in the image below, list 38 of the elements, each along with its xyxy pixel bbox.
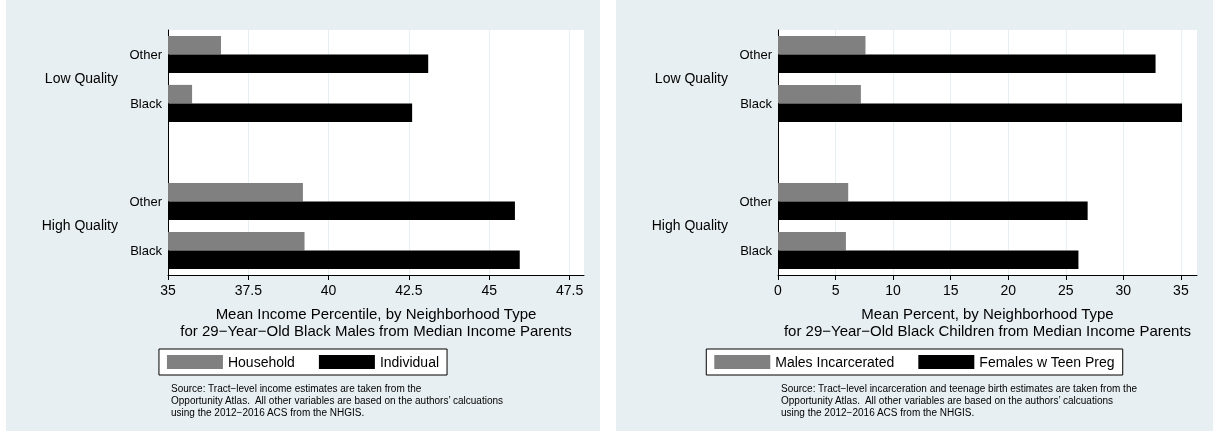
x-tick-label: 30 <box>1115 282 1132 298</box>
y-tick-label: Other <box>129 194 163 209</box>
x-tick-label: 35 <box>160 282 176 298</box>
x-tick-label: 5 <box>831 282 840 298</box>
y-tick-label: Black <box>740 96 773 111</box>
legend-label: Household <box>227 354 295 370</box>
x-tick-label: 40 <box>320 282 337 298</box>
bar <box>778 231 846 251</box>
bar <box>778 84 861 104</box>
x-tick-label: 15 <box>942 282 959 298</box>
y-tick-label: Black <box>740 243 773 258</box>
y-tick-label: Black <box>130 243 163 258</box>
text: Low Quality <box>654 70 729 86</box>
y-tick-label: Other <box>129 47 163 62</box>
x-axis-title: Mean Income Percentile, by Neighborhood Type for 29−Year−Old Black Males from Median Income Parents <box>180 305 572 339</box>
x-axis-title: Mean Percent, by Neighborhood Type for 29−Year−Old Black Children from Median Income Parents <box>783 305 1192 339</box>
text: Low Quality <box>44 70 119 86</box>
bar <box>778 35 866 55</box>
text: High Quality <box>651 217 729 233</box>
y-tick-label: Other <box>739 194 773 209</box>
x-tick-label: 0 <box>774 282 783 298</box>
x-tick-label: 20 <box>1000 282 1017 298</box>
x-tick-label: 47.5 <box>555 282 584 298</box>
source-note: Source: Tract−level income estimates are taken from the Opportunity Atlas. All other variables are based on the authors’ calcuations using the 2012−2016 ACS from the NHGIS. <box>171 382 504 418</box>
x-tick-label: 10 <box>885 282 902 298</box>
source-note: Source: Tract−level incarceration and teenage birth estimates are taken from the Opportunity Atlas. All other variables are based on the authors’ calcuations using the 2012−2016 ACS from the NHGIS. <box>781 382 1138 418</box>
x-tick-label: 35 <box>1173 282 1189 298</box>
legend-label: Males Incarcerated <box>775 354 895 370</box>
legend-label: Females w Teen Preg <box>979 354 1115 370</box>
text: High Quality <box>41 217 119 233</box>
x-tick-label: 37.5 <box>234 282 263 298</box>
x-tick-label: 42.5 <box>395 282 423 298</box>
bar <box>778 182 849 202</box>
y-tick-label: Black <box>130 96 163 111</box>
x-tick-label: 25 <box>1057 282 1074 298</box>
x-tick-label: 45 <box>481 282 498 298</box>
y-tick-label: Other <box>739 47 773 62</box>
legend-label: Individual <box>379 354 440 370</box>
